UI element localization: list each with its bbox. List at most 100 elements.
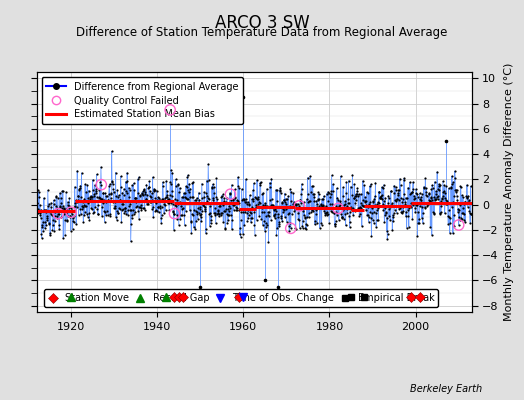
- Point: [343, 210, 351, 216]
- Point: [174, 201, 183, 208]
- Point: [180, 190, 188, 196]
- Point: [364, 218, 373, 225]
- Point: [281, 199, 290, 205]
- Point: [291, 200, 299, 207]
- Point: [215, 211, 224, 218]
- Point: [217, 193, 226, 200]
- Point: [182, 183, 190, 189]
- Point: [329, 181, 337, 187]
- Point: [136, 193, 144, 199]
- Point: [450, 193, 458, 199]
- Point: [287, 225, 295, 232]
- Point: [401, 200, 409, 207]
- Point: [178, 194, 186, 200]
- Point: [255, 199, 263, 206]
- Point: [50, 228, 59, 234]
- Point: [35, 194, 43, 200]
- Point: [311, 221, 319, 228]
- Point: [344, 178, 353, 184]
- Point: [36, 202, 44, 208]
- Point: [231, 194, 239, 201]
- Point: [234, 174, 242, 180]
- Point: [230, 206, 238, 213]
- Point: [101, 190, 110, 196]
- Point: [160, 210, 168, 216]
- Point: [459, 210, 467, 216]
- Point: [400, 190, 409, 197]
- Point: [58, 188, 67, 194]
- Point: [198, 195, 206, 201]
- Point: [387, 202, 396, 208]
- Point: [292, 201, 300, 207]
- Point: [278, 200, 286, 206]
- Point: [211, 212, 220, 218]
- Point: [411, 202, 420, 209]
- Point: [127, 206, 136, 213]
- Point: [200, 193, 208, 200]
- Point: [108, 178, 116, 185]
- Point: [302, 221, 310, 227]
- Point: [38, 222, 46, 228]
- Point: [152, 206, 160, 213]
- Point: [239, 230, 247, 237]
- Point: [305, 204, 314, 211]
- Point: [377, 193, 385, 199]
- Point: [303, 214, 311, 220]
- Point: [139, 188, 147, 195]
- Point: [99, 189, 107, 196]
- Point: [172, 212, 181, 218]
- Point: [383, 236, 391, 242]
- Point: [265, 209, 274, 216]
- Point: [128, 182, 136, 188]
- Point: [358, 197, 367, 204]
- Point: [300, 212, 308, 218]
- Point: [337, 204, 345, 211]
- Point: [202, 226, 210, 233]
- Point: [210, 184, 218, 190]
- Point: [47, 211, 55, 217]
- Point: [386, 204, 394, 210]
- Point: [323, 211, 332, 218]
- Point: [35, 189, 43, 195]
- Point: [245, 202, 253, 208]
- Point: [66, 214, 74, 220]
- Point: [275, 218, 283, 225]
- Point: [97, 182, 105, 188]
- Point: [258, 222, 267, 228]
- Point: [376, 195, 384, 202]
- Point: [130, 195, 139, 201]
- Point: [199, 203, 208, 210]
- Point: [173, 182, 182, 188]
- Point: [409, 202, 418, 208]
- Point: [96, 195, 104, 201]
- Point: [306, 173, 314, 180]
- Point: [399, 204, 408, 211]
- Point: [168, 170, 177, 176]
- Point: [462, 200, 470, 206]
- Point: [73, 192, 82, 199]
- Point: [274, 211, 282, 217]
- Point: [335, 216, 343, 223]
- Point: [74, 212, 83, 218]
- Point: [290, 201, 298, 207]
- Point: [117, 184, 125, 190]
- Point: [326, 190, 335, 197]
- Point: [334, 205, 342, 212]
- Point: [449, 230, 457, 236]
- Point: [441, 195, 449, 201]
- Point: [178, 206, 186, 212]
- Point: [345, 200, 353, 206]
- Point: [341, 211, 349, 217]
- Point: [422, 192, 430, 198]
- Point: [107, 190, 115, 196]
- Point: [437, 202, 445, 209]
- Point: [170, 211, 178, 218]
- Point: [300, 199, 308, 205]
- Point: [307, 189, 315, 195]
- Point: [271, 214, 279, 221]
- Point: [314, 189, 323, 196]
- Point: [255, 212, 264, 219]
- Point: [366, 208, 375, 215]
- Point: [370, 196, 378, 203]
- Point: [285, 210, 293, 216]
